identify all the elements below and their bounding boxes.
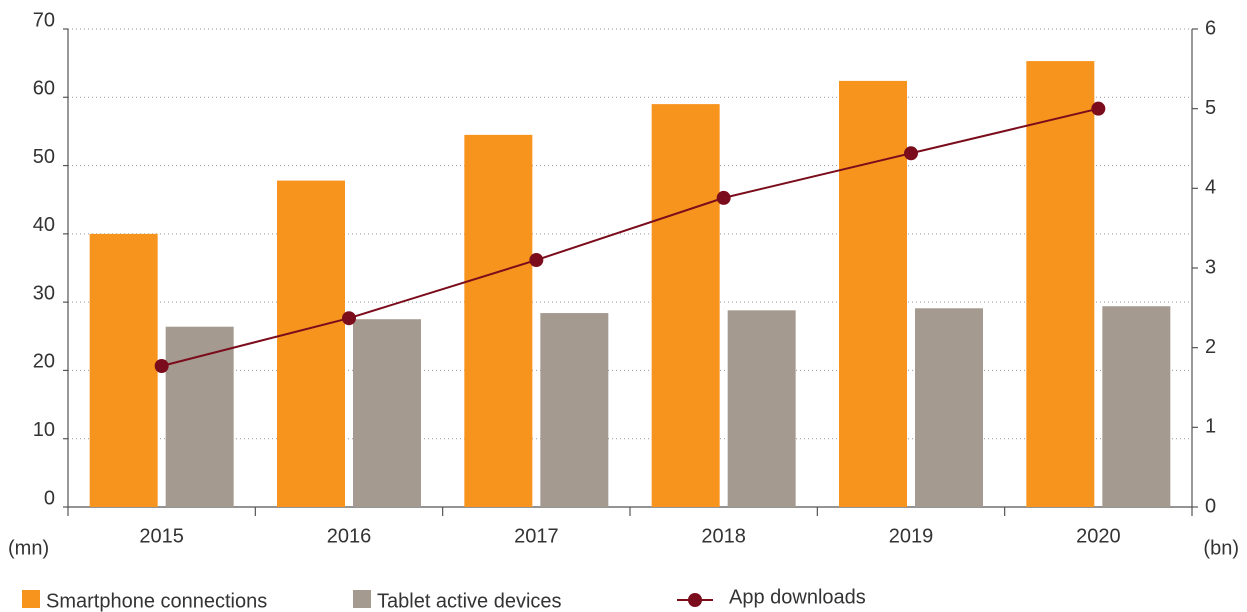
line-point — [154, 358, 169, 373]
bar — [277, 180, 345, 507]
y-tick-label: 50 — [33, 146, 55, 168]
y2-tick-label: 0 — [1205, 495, 1216, 517]
bar — [89, 233, 158, 507]
bar — [651, 104, 720, 507]
y2-tick-label: 3 — [1205, 256, 1216, 278]
bar — [464, 134, 533, 508]
x-tick-label: 2017 — [514, 525, 559, 547]
y2-tick-label: 2 — [1205, 336, 1216, 358]
y2-tick-label: 6 — [1205, 17, 1216, 39]
y-axis-label: (mn) — [8, 537, 49, 559]
legend-marker — [688, 593, 702, 607]
x-tick-label: 2016 — [327, 525, 372, 547]
bar — [727, 310, 796, 507]
line-point — [1091, 101, 1106, 116]
legend-swatch — [22, 590, 40, 608]
x-tick-label: 2015 — [139, 525, 184, 547]
legend-label: App downloads — [729, 586, 866, 608]
line-point — [904, 146, 918, 161]
x-tick-label: 2018 — [701, 525, 746, 547]
bar — [165, 326, 234, 507]
bar — [1026, 61, 1095, 507]
y-tick-label: 0 — [44, 487, 55, 509]
bar — [1102, 306, 1171, 507]
legend-label: Smartphone connections — [46, 590, 267, 612]
line-point — [342, 311, 356, 326]
y-tick-label: 60 — [33, 78, 55, 100]
line-point — [529, 253, 544, 268]
legend-label: Tablet active devices — [377, 590, 562, 612]
y2-tick-label: 4 — [1205, 177, 1216, 199]
line — [161, 107, 1099, 367]
y-tick-label: 10 — [33, 419, 55, 441]
legend-swatch — [353, 590, 371, 608]
bar — [915, 308, 983, 507]
line-point — [716, 190, 731, 205]
y-tick-label: 40 — [33, 214, 55, 236]
y-tick-label: 20 — [33, 351, 55, 373]
y-tick-label: 30 — [33, 282, 55, 304]
bar — [540, 313, 609, 507]
y-tick-label: 70 — [33, 9, 55, 31]
x-tick-label: 2020 — [1076, 525, 1121, 547]
y2-tick-label: 1 — [1205, 416, 1216, 438]
x-tick-label: 2019 — [889, 525, 934, 547]
y2-tick-label: 5 — [1205, 97, 1216, 119]
bar — [353, 319, 421, 507]
y2-axis-label: (bn) — [1203, 537, 1239, 559]
bar — [839, 80, 907, 507]
